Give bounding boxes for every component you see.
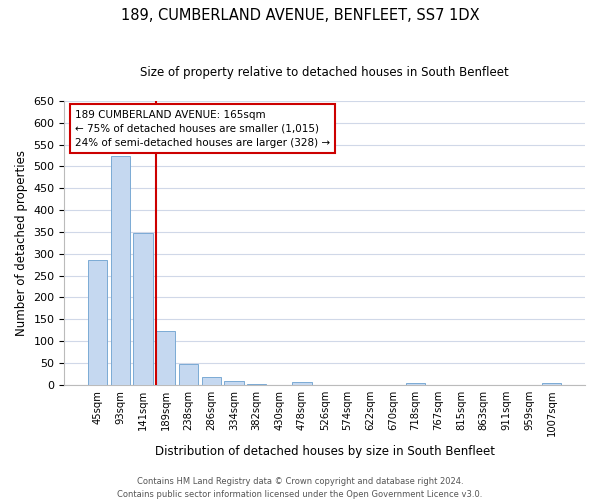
Bar xyxy=(111,156,130,385)
Bar xyxy=(202,376,221,385)
Bar xyxy=(542,383,562,385)
Bar xyxy=(156,331,175,385)
Text: Contains HM Land Registry data © Crown copyright and database right 2024.
Contai: Contains HM Land Registry data © Crown c… xyxy=(118,478,482,499)
Bar xyxy=(88,260,107,385)
Bar xyxy=(179,364,198,385)
Y-axis label: Number of detached properties: Number of detached properties xyxy=(15,150,28,336)
Title: Size of property relative to detached houses in South Benfleet: Size of property relative to detached ho… xyxy=(140,66,509,79)
Bar xyxy=(224,382,244,385)
Bar xyxy=(292,382,311,385)
Text: 189, CUMBERLAND AVENUE, BENFLEET, SS7 1DX: 189, CUMBERLAND AVENUE, BENFLEET, SS7 1D… xyxy=(121,8,479,22)
Bar xyxy=(133,234,153,385)
Bar xyxy=(406,384,425,385)
Text: 189 CUMBERLAND AVENUE: 165sqm
← 75% of detached houses are smaller (1,015)
24% o: 189 CUMBERLAND AVENUE: 165sqm ← 75% of d… xyxy=(75,110,330,148)
X-axis label: Distribution of detached houses by size in South Benfleet: Distribution of detached houses by size … xyxy=(155,444,495,458)
